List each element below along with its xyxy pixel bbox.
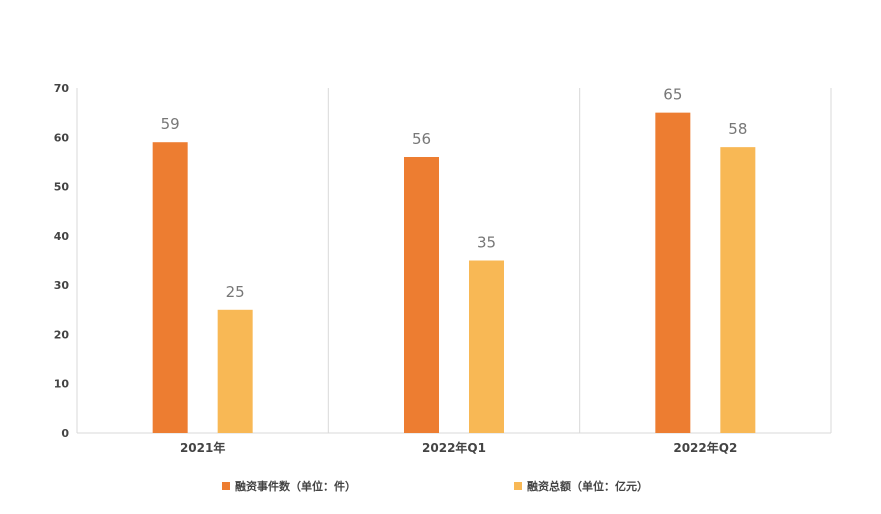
bar-data-label: 25 — [226, 283, 245, 301]
y-tick-label: 30 — [54, 279, 70, 292]
legend-swatch-series-1 — [222, 482, 230, 490]
bar-data-label: 59 — [161, 115, 180, 133]
chart-axes: 0 10 20 30 40 50 60 70 2021年 2022年Q1 2022年Q2 — [54, 82, 832, 455]
legend-label-series-2: 融资总额（单位：亿元） — [527, 480, 648, 493]
bar-data-label: 58 — [728, 120, 747, 138]
bar-series-2 — [217, 309, 253, 433]
y-tick-label: 60 — [54, 131, 70, 144]
chart-legend: 融资事件数（单位：件） 融资总额（单位：亿元） — [0, 478, 881, 494]
bar-data-label: 35 — [477, 234, 496, 252]
bar-data-label: 65 — [663, 86, 682, 104]
y-tick-label: 70 — [54, 82, 70, 95]
x-category-label: 2022年Q1 — [422, 440, 486, 455]
legend-label-series-1: 融资事件数（单位：件） — [235, 480, 356, 493]
legend-item-series-1: 融资事件数（单位：件） — [222, 478, 356, 494]
bar-series-2 — [720, 147, 756, 433]
legend-swatch-series-2 — [514, 482, 522, 490]
chart-data-labels: 59 56 65 25 35 58 — [161, 86, 748, 301]
x-category-label: 2022年Q2 — [673, 440, 737, 455]
bar-series-1 — [152, 142, 188, 433]
y-tick-label: 40 — [54, 230, 70, 243]
x-category-label: 2021年 — [180, 440, 225, 455]
bar-series-1 — [404, 157, 439, 433]
legend-item-series-2: 融资总额（单位：亿元） — [514, 478, 648, 494]
bar-data-label: 56 — [412, 130, 431, 148]
y-tick-label: 20 — [54, 328, 70, 341]
y-tick-label: 0 — [61, 427, 69, 440]
y-tick-label: 10 — [54, 378, 70, 391]
chart-bars — [152, 112, 756, 434]
bar-series-2 — [469, 260, 504, 433]
bar-series-1 — [655, 112, 691, 434]
y-tick-label: 50 — [54, 181, 70, 194]
